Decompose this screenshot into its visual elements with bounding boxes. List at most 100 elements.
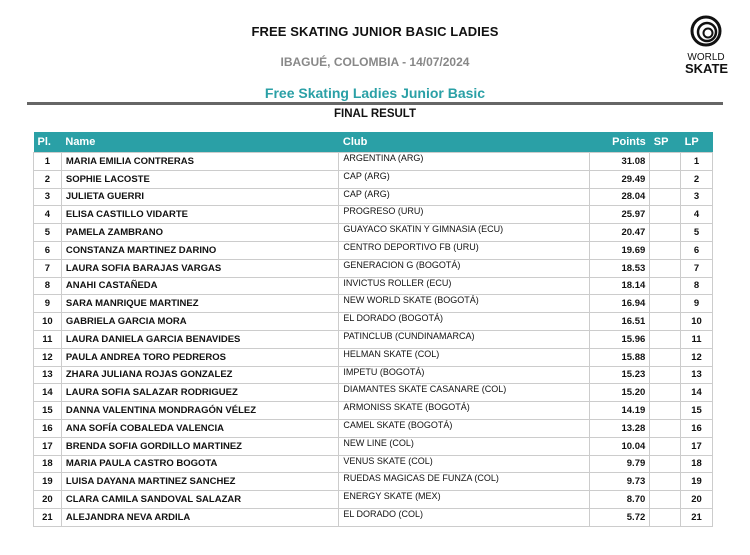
col-lp: LP bbox=[680, 132, 713, 153]
cell-skater-name: ALEJANDRA NEVA ARDILA bbox=[60, 507, 340, 527]
cell-lp: 6 bbox=[680, 240, 713, 260]
cell-skater-name: JULIETA GUERRI bbox=[60, 187, 340, 207]
cell-skater-name: SOPHIE LACOSTE bbox=[60, 169, 340, 189]
col-sp: SP bbox=[649, 132, 681, 153]
col-points: Points bbox=[589, 132, 650, 153]
cell-sp bbox=[649, 329, 682, 349]
cell-lp: 14 bbox=[680, 383, 713, 403]
cell-lp: 9 bbox=[680, 294, 713, 314]
table-row: 1 MARIA EMILIA CONTRERAS ARGENTINA (ARG) 31… bbox=[33, 152, 713, 171]
cell-points: 29.49 bbox=[588, 169, 651, 189]
world-skate-logo: WORLD SKATE bbox=[685, 14, 729, 76]
table-row: 15 DANNA VALENTINA MONDRAGÓN VÉLEZ ARMONIS… bbox=[33, 401, 713, 420]
cell-sp bbox=[649, 490, 682, 509]
cell-place: 4 bbox=[33, 205, 62, 225]
table-row: 19 LUISA DAYANA MARTINEZ SANCHEZ RUEDAS MA… bbox=[33, 472, 713, 492]
table-row: 2 SOPHIE LACOSTE CAP (ARG) 29.49 2 bbox=[33, 169, 713, 189]
cell-club: ARGENTINA (ARG) bbox=[338, 152, 590, 171]
cell-place: 17 bbox=[33, 436, 62, 456]
cell-sp bbox=[649, 454, 682, 474]
cell-sp bbox=[649, 347, 682, 367]
cell-place: 10 bbox=[33, 312, 62, 331]
cell-points: 8.70 bbox=[588, 490, 651, 509]
cell-sp bbox=[649, 436, 682, 456]
table-row: 13 ZHARA JULIANA ROJAS GONZALEZ IMPETU (BO… bbox=[33, 365, 713, 385]
cell-club: ARMONISS SKATE (BOGOTÁ) bbox=[338, 401, 590, 420]
cell-sp bbox=[649, 472, 682, 492]
cell-lp: 2 bbox=[680, 169, 713, 189]
cell-sp bbox=[649, 240, 682, 260]
cell-club: PATINCLUB (CUNDINAMARCA) bbox=[338, 329, 590, 349]
cell-points: 13.28 bbox=[588, 418, 651, 438]
cell-sp bbox=[649, 223, 682, 242]
table-header-row: Pl. Name Club Points SP LP bbox=[33, 132, 713, 153]
cell-points: 18.14 bbox=[588, 276, 651, 296]
cell-place: 19 bbox=[33, 472, 62, 492]
table-row: 3 JULIETA GUERRI CAP (ARG) 28.04 3 bbox=[33, 187, 713, 207]
cell-skater-name: LAURA SOFIA SALAZAR RODRIGUEZ bbox=[60, 383, 340, 403]
col-club: Club bbox=[338, 132, 590, 153]
cell-lp: 16 bbox=[680, 418, 713, 438]
table-row: 8 ANAHI CASTAÑEDA INVICTUS ROLLER (ECU) 18.… bbox=[33, 276, 713, 296]
cell-sp bbox=[649, 187, 682, 207]
cell-points: 15.96 bbox=[588, 329, 651, 349]
cell-place: 13 bbox=[33, 365, 62, 385]
col-name: Name bbox=[61, 132, 339, 153]
cell-place: 20 bbox=[33, 490, 62, 509]
table-row: 7 LAURA SOFIA BARAJAS VARGAS GENERACION G … bbox=[33, 258, 713, 278]
cell-place: 1 bbox=[33, 152, 62, 171]
cell-lp: 20 bbox=[680, 490, 713, 509]
cell-place: 7 bbox=[33, 258, 62, 278]
cell-place: 8 bbox=[33, 276, 62, 296]
cell-sp bbox=[649, 169, 682, 189]
document-title: FREE SKATING JUNIOR BASIC LADIES bbox=[251, 24, 499, 39]
cell-place: 11 bbox=[33, 329, 62, 349]
cell-skater-name: GABRIELA GARCIA MORA bbox=[60, 312, 340, 331]
table-row: 16 ANA SOFÍA COBALEDA VALENCIA CAMEL SKATE… bbox=[33, 418, 713, 438]
cell-sp bbox=[649, 276, 682, 296]
result-subtitle: FINAL RESULT bbox=[334, 108, 416, 120]
col-place: Pl. bbox=[33, 132, 62, 153]
cell-club: INVICTUS ROLLER (ECU) bbox=[338, 276, 590, 296]
cell-skater-name: PAMELA ZAMBRANO bbox=[60, 223, 340, 242]
table-row: 5 PAMELA ZAMBRANO GUAYACO SKATIN Y GIMNASI… bbox=[33, 223, 713, 242]
cell-lp: 10 bbox=[680, 312, 713, 331]
table-row: 18 MARIA PAULA CASTRO BOGOTA VENUS SKATE (… bbox=[33, 454, 713, 474]
cell-lp: 8 bbox=[680, 276, 713, 296]
cell-lp: 17 bbox=[680, 436, 713, 456]
cell-skater-name: ANAHI CASTAÑEDA bbox=[60, 276, 340, 296]
cell-points: 15.88 bbox=[588, 347, 651, 367]
cell-sp bbox=[649, 205, 682, 225]
cell-sp bbox=[649, 418, 682, 438]
table-row: 20 CLARA CAMILA SANDOVAL SALAZAR ENERGY SK… bbox=[33, 490, 713, 509]
cell-skater-name: CLARA CAMILA SANDOVAL SALAZAR bbox=[60, 490, 340, 509]
cell-club: CAP (ARG) bbox=[338, 187, 590, 207]
cell-skater-name: ANA SOFÍA COBALEDA VALENCIA bbox=[60, 418, 340, 438]
cell-place: 6 bbox=[33, 240, 62, 260]
logo-text-skate: SKATE bbox=[685, 61, 729, 76]
cell-lp: 11 bbox=[680, 329, 713, 349]
cell-place: 21 bbox=[33, 507, 62, 527]
cell-club: NEW WORLD SKATE (BOGOTÁ) bbox=[338, 294, 590, 314]
table-row: 14 LAURA SOFIA SALAZAR RODRIGUEZ DIAMANTES… bbox=[33, 383, 713, 403]
cell-points: 15.23 bbox=[588, 365, 651, 385]
cell-club: VENUS SKATE (COL) bbox=[338, 454, 590, 474]
cell-lp: 7 bbox=[680, 258, 713, 278]
cell-skater-name: PAULA ANDREA TORO PEDREROS bbox=[60, 347, 340, 367]
location-date: IBAGUÉ, COLOMBIA - 14/07/2024 bbox=[280, 55, 470, 69]
cell-club: HELMAN SKATE (COL) bbox=[338, 347, 590, 367]
world-skate-swirl-icon bbox=[690, 15, 722, 47]
cell-club: GUAYACO SKATIN Y GIMNASIA (ECU) bbox=[338, 223, 590, 242]
cell-lp: 3 bbox=[680, 187, 713, 207]
table-row: 21 ALEJANDRA NEVA ARDILA EL DORADO (COL) 5.… bbox=[33, 507, 713, 527]
cell-place: 18 bbox=[33, 454, 62, 474]
cell-sp bbox=[649, 294, 682, 314]
cell-points: 20.47 bbox=[588, 223, 651, 242]
cell-place: 16 bbox=[33, 418, 62, 438]
cell-points: 15.20 bbox=[588, 383, 651, 403]
cell-skater-name: SARA MANRIQUE MARTINEZ bbox=[60, 294, 340, 314]
cell-points: 5.72 bbox=[588, 507, 651, 527]
cell-lp: 13 bbox=[680, 365, 713, 385]
cell-sp bbox=[649, 401, 682, 420]
cell-club: ENERGY SKATE (MEX) bbox=[338, 490, 590, 509]
